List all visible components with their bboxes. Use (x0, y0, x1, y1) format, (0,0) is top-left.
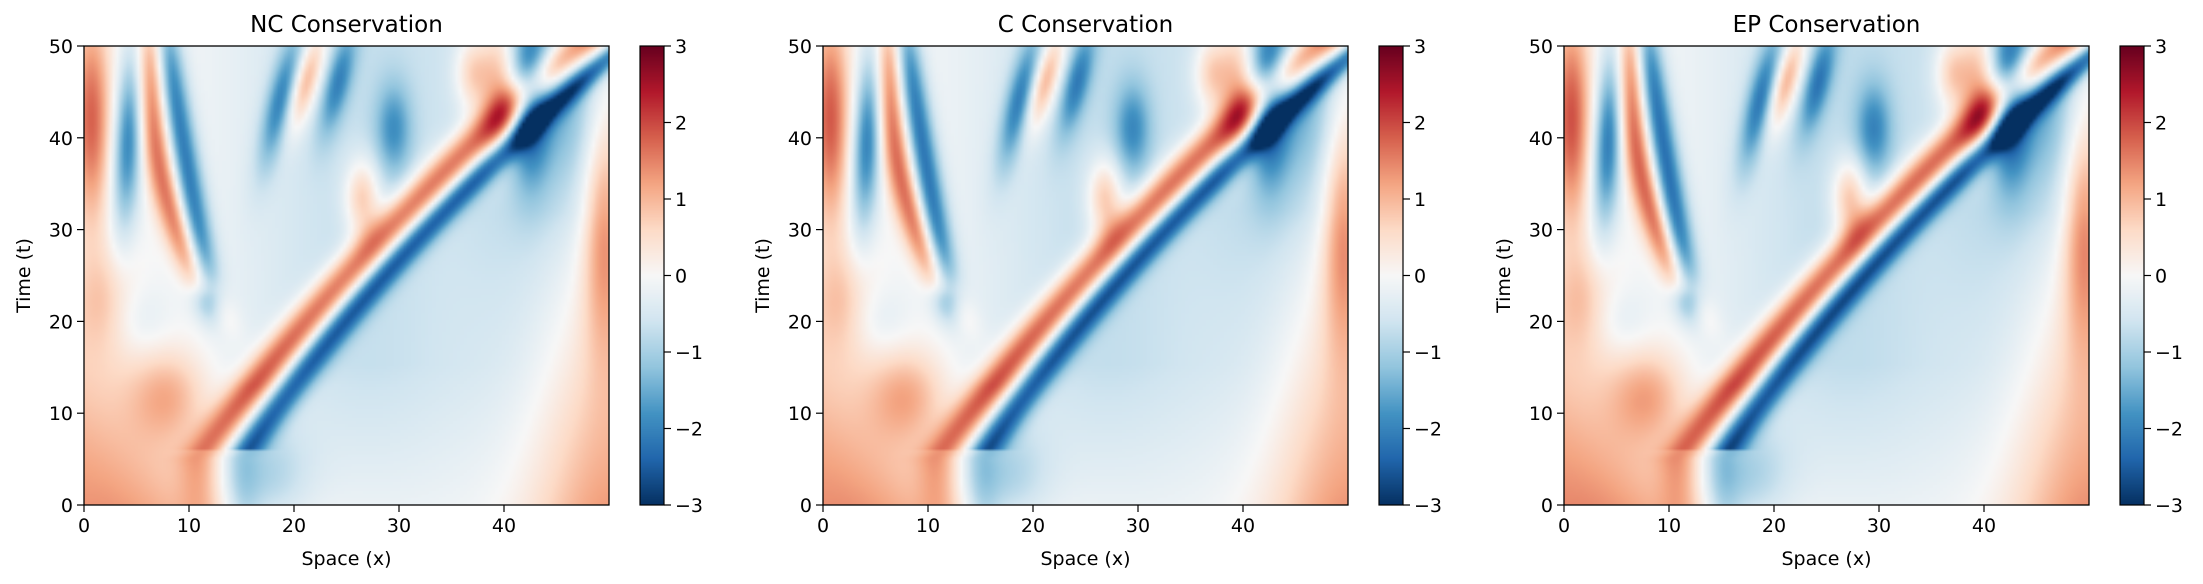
colorbar-gradient (640, 46, 664, 505)
y-tick-label: 10 (788, 403, 812, 425)
colorbar-tick-label: 0 (1414, 266, 1426, 288)
y-tick-label: 30 (49, 220, 73, 242)
colorbar-tick-label: 1 (1414, 189, 1426, 211)
chart-title: EP Conservation (1733, 12, 1921, 38)
y-tick-label: 40 (49, 128, 73, 150)
y-tick-label: 0 (800, 495, 812, 517)
y-tick-label: 40 (1529, 128, 1553, 150)
colorbar-tick-label: 2 (2155, 113, 2167, 135)
axes-frame (83, 45, 610, 506)
x-tick-label: 40 (1231, 515, 1255, 537)
x-tick-label: 0 (1558, 515, 1570, 537)
x-tick-label: 20 (1762, 515, 1786, 537)
y-tick-label: 0 (61, 495, 73, 517)
colorbar-tick-label: −3 (675, 495, 703, 517)
x-tick-label: 30 (1126, 515, 1150, 537)
colorbar-tick-label: −1 (2155, 342, 2183, 364)
colorbar-tick-label: −3 (2155, 495, 2183, 517)
colorbar-tick-label: 0 (2155, 266, 2167, 288)
colorbar-tick-label: −1 (675, 342, 703, 364)
y-tick-label: 20 (1529, 311, 1553, 333)
y-tick-label: 10 (49, 403, 73, 425)
heatmap-image (84, 46, 609, 505)
colorbar-tick-label: −2 (2155, 419, 2183, 441)
axes-frame (1563, 45, 2090, 506)
x-tick-label: 0 (78, 515, 90, 537)
axes-frame (822, 45, 1349, 506)
x-tick-label: 30 (387, 515, 411, 537)
y-tick-label: 20 (49, 311, 73, 333)
x-tick-label: 40 (492, 515, 516, 537)
colorbar-tick-label: −1 (1414, 342, 1442, 364)
colorbar: −3 −2 −1 0 1 2 3 (2119, 36, 2183, 517)
y-tick-label: 30 (788, 220, 812, 242)
colorbar-tick-label: 0 (675, 266, 687, 288)
x-axis-label: Space (x) (301, 548, 391, 570)
colorbar: −3 −2 −1 0 1 2 3 (639, 36, 703, 517)
colorbar-gradient (2120, 46, 2144, 505)
y-tick-label: 20 (788, 311, 812, 333)
x-tick-label: 10 (1657, 515, 1681, 537)
colorbar-tick-label: 3 (1414, 36, 1426, 58)
colorbar-tick-label: 2 (675, 113, 687, 135)
colorbar-tick-label: 1 (2155, 189, 2167, 211)
colorbar-tick-label: 1 (675, 189, 687, 211)
colorbar-tick-label: 3 (675, 36, 687, 58)
colorbar-tick-label: −2 (675, 419, 703, 441)
y-tick-label: 50 (1529, 36, 1553, 58)
x-tick-label: 40 (1972, 515, 1996, 537)
y-tick-label: 50 (49, 36, 73, 58)
y-tick-label: 10 (1529, 403, 1553, 425)
colorbar: −3 −2 −1 0 1 2 3 (1378, 36, 1442, 517)
x-tick-label: 10 (177, 515, 201, 537)
colorbar-gradient (1379, 46, 1403, 505)
y-tick-label: 30 (1529, 220, 1553, 242)
colorbar-tick-label: 2 (1414, 113, 1426, 135)
y-tick-label: 0 (1541, 495, 1553, 517)
heatmap-image (1564, 46, 2089, 505)
x-tick-label: 30 (1867, 515, 1891, 537)
y-axis-label: Time (t) (752, 238, 774, 314)
heatmap-image (823, 46, 1348, 505)
x-tick-label: 20 (1021, 515, 1045, 537)
y-axis-label: Time (t) (1493, 238, 1515, 314)
x-axis-label: Space (x) (1781, 548, 1871, 570)
y-tick-label: 50 (788, 36, 812, 58)
y-axis-label: Time (t) (13, 238, 35, 314)
chart-title: NC Conservation (250, 12, 443, 38)
y-tick-label: 40 (788, 128, 812, 150)
colorbar-tick-label: −3 (1414, 495, 1442, 517)
colorbar-tick-label: −2 (1414, 419, 1442, 441)
x-axis-label: Space (x) (1040, 548, 1130, 570)
colorbar-tick-label: 3 (2155, 36, 2167, 58)
x-tick-label: 10 (916, 515, 940, 537)
chart-title: C Conservation (998, 12, 1173, 38)
x-tick-label: 20 (282, 515, 306, 537)
x-tick-label: 0 (817, 515, 829, 537)
